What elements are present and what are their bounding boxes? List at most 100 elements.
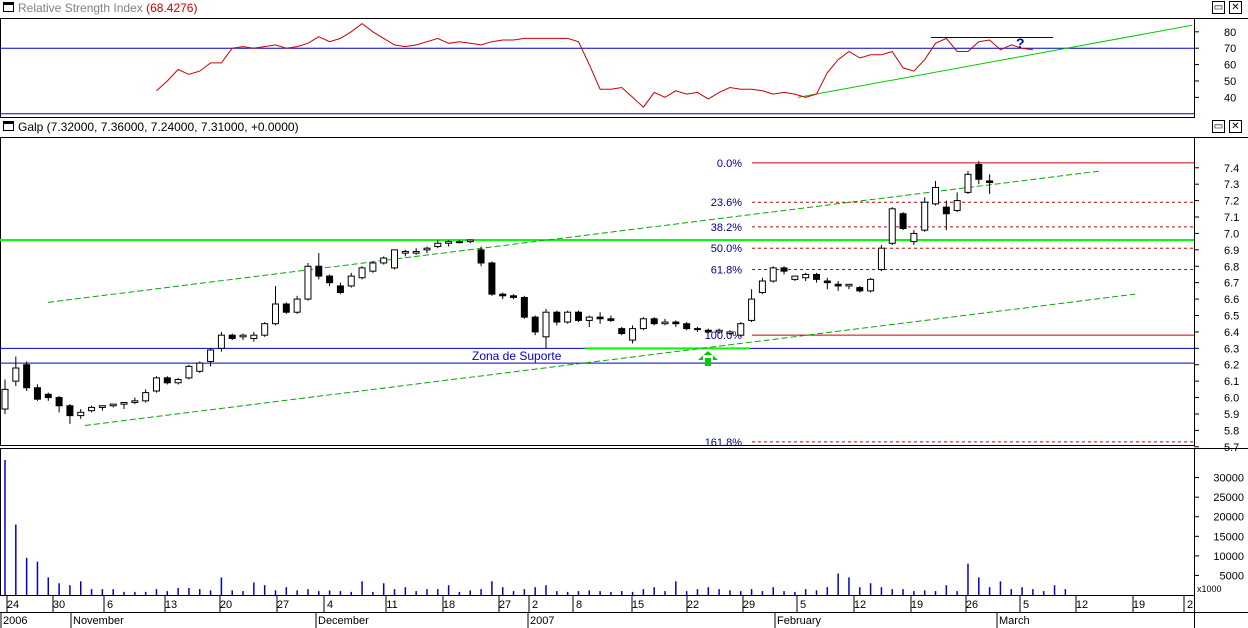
candle-up	[769, 267, 777, 282]
question-mark-annotation: ?	[1016, 35, 1025, 51]
rsi-line	[156, 22, 1033, 108]
candle-up	[748, 298, 756, 321]
rsi-trendline	[797, 24, 1193, 98]
candle-up	[152, 377, 160, 392]
price-tick-label: 6.8	[1224, 261, 1239, 273]
candle-down	[975, 163, 983, 180]
volume-plot-frame	[0, 448, 1195, 596]
fib-label-2: 38.2%	[711, 222, 742, 234]
candle-up	[466, 239, 474, 243]
month-label: November	[73, 615, 124, 627]
support-arrow-icon	[698, 351, 718, 366]
price-tick-label: 6.3	[1224, 343, 1239, 355]
window-icon[interactable]	[3, 121, 14, 131]
day-tick-label: 8	[576, 599, 582, 611]
candle-down	[672, 321, 680, 325]
price-plot-frame	[0, 137, 1195, 446]
candle-down	[531, 316, 539, 333]
candle-down	[596, 316, 604, 320]
candle-up	[304, 265, 312, 300]
rsi-tick-label: 70	[1224, 43, 1236, 55]
candle-down	[488, 262, 496, 295]
candle-down	[33, 387, 41, 400]
candle-down	[813, 273, 820, 280]
day-tick-label: 5	[800, 599, 806, 611]
candle-up	[585, 316, 593, 321]
price-tick-label: 6.2	[1224, 360, 1239, 372]
close-icon[interactable]: ✕	[1229, 1, 1242, 14]
candle-up	[737, 323, 745, 336]
day-tick-label: 19	[911, 599, 923, 611]
volume-multiplier: x1000	[1197, 584, 1222, 594]
candle-up	[802, 273, 810, 279]
trendline-channel-upper	[47, 170, 1101, 303]
candle-up	[272, 303, 279, 325]
candle-down	[650, 318, 658, 325]
candle-down	[55, 397, 63, 407]
candle-down	[899, 213, 907, 229]
day-tick-label: 27	[499, 599, 511, 611]
month-label: February	[777, 615, 822, 627]
candle-up	[455, 241, 463, 244]
candle-down	[228, 334, 236, 339]
close-icon[interactable]: ✕	[1229, 120, 1242, 133]
restore-icon[interactable]: ▭	[1212, 1, 1225, 14]
rsi-title: Relative Strength Index	[18, 1, 143, 15]
candle-up	[109, 403, 117, 407]
candle-up	[369, 262, 377, 272]
day-tick-label: 11	[386, 599, 397, 611]
candle-up	[98, 405, 106, 408]
candle-up	[758, 280, 766, 294]
candle-down	[163, 377, 171, 384]
price-tick-label: 6.4	[1224, 327, 1239, 339]
rsi-value: (68.4276)	[146, 1, 198, 15]
volume-tick-label: 20000	[1213, 512, 1244, 524]
volume-tick-label: 10000	[1213, 551, 1244, 563]
fib-label-0: 0.0%	[717, 158, 742, 170]
rsi-tick-label: 50	[1224, 76, 1236, 88]
candle-up	[293, 298, 301, 313]
price-tick-label: 7.3	[1224, 179, 1239, 191]
candle-up	[661, 321, 669, 325]
day-tick-label: 29	[743, 599, 755, 611]
candle-up	[445, 241, 453, 244]
candle-down	[282, 303, 290, 313]
day-tick-label: 18	[443, 599, 455, 611]
rsi-plot-frame	[0, 18, 1195, 118]
volume-tick-label: 30000	[1213, 473, 1244, 485]
candle-down	[23, 364, 31, 389]
candle-down	[780, 267, 788, 272]
candle-up	[250, 334, 258, 339]
day-tick-label: 2	[1187, 599, 1193, 611]
day-tick-label: 24	[7, 599, 19, 611]
candle-down	[986, 180, 994, 184]
candle-up	[358, 267, 366, 279]
price-tick-label: 7.4	[1224, 163, 1239, 175]
candle-down	[477, 249, 485, 264]
candle-up	[174, 379, 182, 384]
candle-up	[791, 275, 799, 280]
candle-up	[131, 400, 139, 403]
candle-up	[1, 388, 9, 410]
candle-up	[239, 334, 247, 338]
price-tick-label: 7.1	[1224, 212, 1239, 224]
candle-up	[434, 242, 442, 248]
day-tick-label: 2	[532, 599, 538, 611]
candle-up	[693, 328, 701, 331]
candle-down	[704, 329, 712, 333]
candle-up	[261, 323, 269, 336]
candle-up	[391, 249, 399, 269]
price-tick-label: 6.0	[1224, 393, 1239, 405]
day-tick-label: 4	[327, 599, 333, 611]
restore-icon[interactable]: ▭	[1212, 120, 1225, 133]
fib-label-4: 61.8%	[711, 265, 742, 277]
candle-down	[336, 285, 344, 294]
candle-down	[520, 296, 528, 318]
price-tick-label: 7.2	[1224, 196, 1239, 208]
window-icon[interactable]	[3, 2, 14, 12]
day-tick-label: 22	[687, 599, 699, 611]
support-zone-label: Zona de Suporte	[472, 349, 562, 363]
day-tick-label: 30	[53, 599, 65, 611]
price-tick-label: 7.0	[1224, 228, 1239, 240]
